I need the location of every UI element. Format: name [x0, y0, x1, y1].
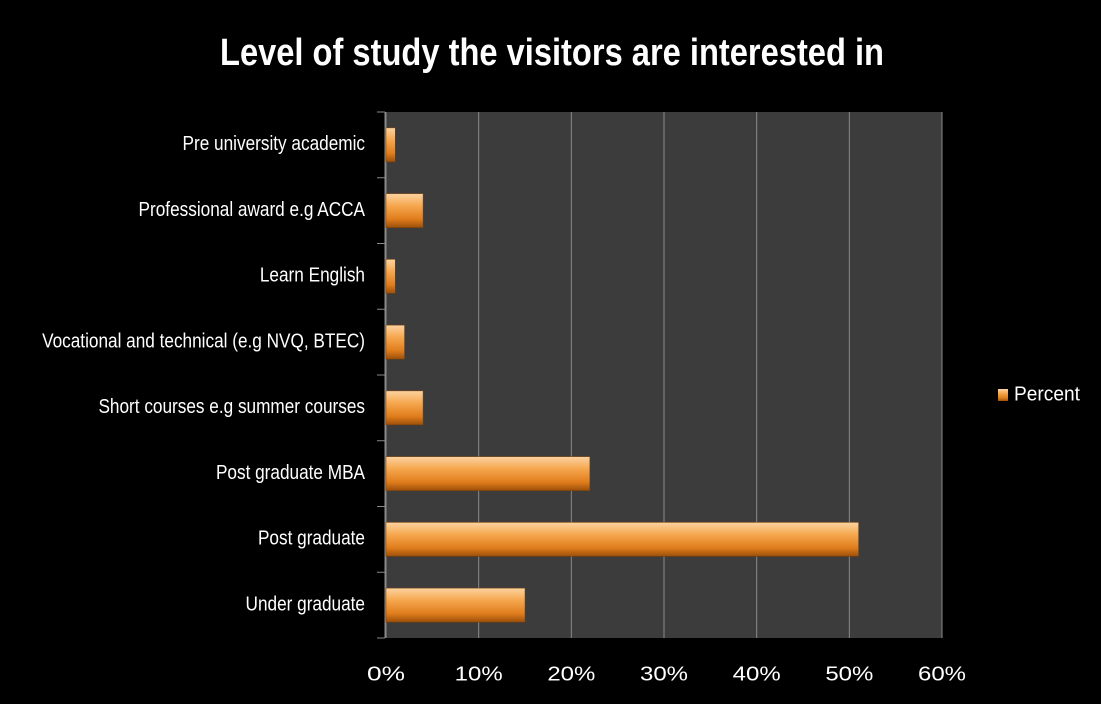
bar: [385, 390, 424, 426]
legend-label: Percent: [1014, 383, 1080, 405]
y-tick-label: Short courses e.g summer courses: [98, 395, 365, 418]
x-tick-label: 30%: [640, 663, 688, 685]
y-tick-label: Post graduate MBA: [216, 461, 366, 484]
bar: [385, 127, 396, 163]
bar: [385, 193, 424, 228]
bar: [385, 324, 405, 360]
chart-title: Level of study the visitors are interest…: [220, 32, 884, 74]
x-tick-label: 10%: [455, 663, 503, 685]
bar: [385, 456, 591, 491]
x-tick-label: 40%: [733, 663, 781, 685]
x-tick-label: 50%: [825, 663, 873, 685]
y-tick-label: Pre university academic: [183, 132, 365, 155]
x-tick-label: 0%: [367, 663, 405, 685]
y-tick-label: Professional award e.g ACCA: [139, 198, 366, 221]
bar: [385, 259, 396, 294]
x-tick-label: 20%: [547, 663, 595, 685]
y-tick-label: Under graduate: [246, 592, 365, 615]
x-tick-label: 60%: [918, 663, 966, 685]
y-tick-label: Post graduate: [258, 526, 365, 549]
bar: [385, 522, 859, 557]
bar: [385, 587, 526, 623]
y-tick-label: Vocational and technical (e.g NVQ, BTEC): [42, 329, 365, 352]
legend-swatch: [998, 389, 1008, 401]
y-tick-label: Learn English: [260, 263, 365, 286]
